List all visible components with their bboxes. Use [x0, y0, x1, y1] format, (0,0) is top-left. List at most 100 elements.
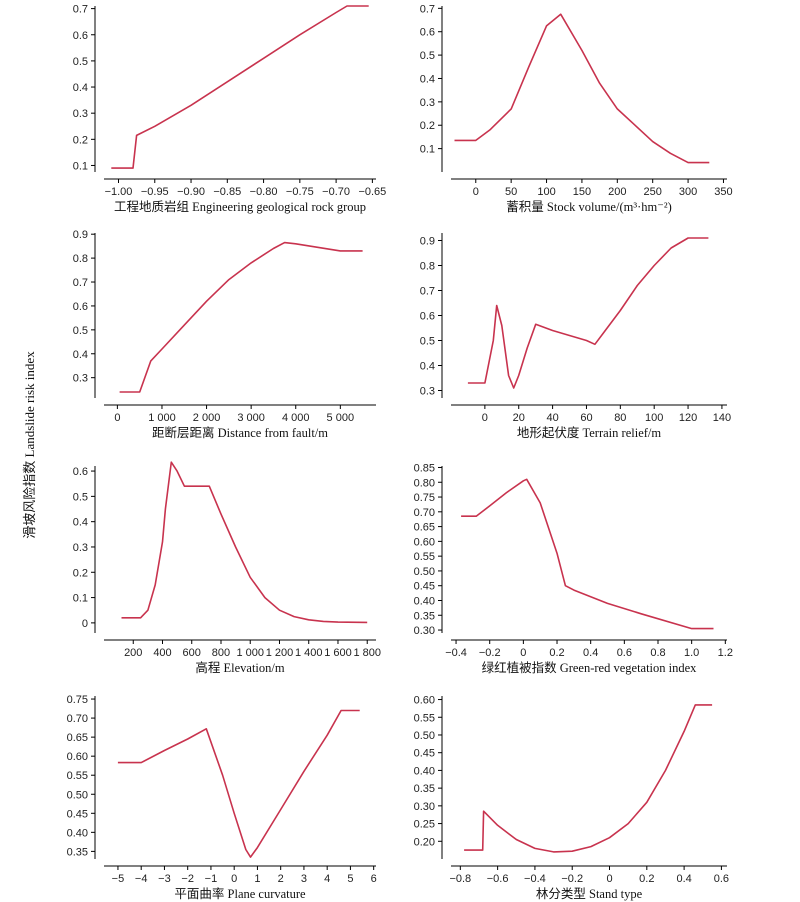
y-tick-label: 0.50 — [67, 789, 88, 801]
shared-y-axis-label: 滑坡风险指数 Landslide risk index — [22, 351, 37, 539]
x-tick-label: 1 800 — [353, 647, 381, 659]
y-tick-label: 0.6 — [73, 301, 88, 313]
x-tick-label: 0 — [482, 412, 488, 424]
y-tick-label: 0.45 — [67, 808, 88, 820]
y-tick-label: 0.60 — [414, 536, 435, 548]
x-tick-label: −0.8 — [449, 873, 471, 885]
x-tick-label: −0.6 — [487, 873, 509, 885]
y-tick-label: 0.30 — [414, 625, 435, 637]
x-tick-label: −0.75 — [286, 186, 314, 198]
x-tick-label: 800 — [212, 647, 230, 659]
series-line — [467, 237, 709, 389]
chart-panel-2: 0 50 100 150 200 250 300 350 0.1 0.2 0.3 0.4 0.5 0.6 0… — [420, 3, 733, 214]
series-line — [117, 709, 360, 858]
y-tick-label: 0.85 — [414, 462, 435, 474]
x-tick-label: 1 000 — [236, 647, 264, 659]
x-tick-label: −0.95 — [141, 186, 169, 198]
x-tick-label: −0.2 — [479, 647, 501, 659]
y-tick-label: 0.5 — [73, 325, 88, 337]
x-tick-label: 1 — [254, 873, 260, 885]
x-tick-label: −0.65 — [358, 186, 386, 198]
x-tick-label: 0.6 — [714, 873, 729, 885]
y-tick-label: 0.40 — [414, 595, 435, 607]
x-tick-label: 250 — [644, 186, 662, 198]
y-tick-label: 0.4 — [420, 361, 435, 373]
y-tick-label: 0.70 — [67, 713, 88, 725]
y-tick-label: 0.3 — [420, 386, 435, 398]
y-tick-label: 0.8 — [73, 253, 88, 265]
x-tick-label: −1.00 — [105, 186, 133, 198]
y-tick-label: 0.45 — [414, 748, 435, 760]
y-tick-label: 0.5 — [73, 491, 88, 503]
x-tick-label: −3 — [158, 873, 171, 885]
x-tick-label: 0 — [231, 873, 237, 885]
panels: −1.00 −0.95 −0.90 −0.85 −0.80 −0.75 −0.70 −0.65… — [67, 3, 733, 901]
y-tick-label: 0.3 — [73, 542, 88, 554]
chart-panel-7: −5 −4 −3 −2 −1 0 1 2 3 4 5 6 0.35 0.40 0.45 0.50 0.55 0.6… — [67, 694, 377, 901]
x-tick-label: 20 — [513, 412, 525, 424]
x-tick-label: −2 — [181, 873, 194, 885]
y-tick-label: 0.7 — [420, 286, 435, 298]
x-axis-label: 地形起伏度 Terrain relief/m — [517, 425, 661, 440]
x-tick-label: 2 — [278, 873, 284, 885]
y-tick-label: 0.1 — [73, 160, 88, 172]
x-tick-label: 40 — [546, 412, 558, 424]
x-tick-label: 120 — [679, 412, 697, 424]
x-tick-label: 6 — [371, 873, 377, 885]
y-tick-label: 0.3 — [73, 108, 88, 120]
y-tick-label: 0.3 — [420, 97, 435, 109]
x-tick-label: −0.2 — [561, 873, 583, 885]
chart-panel-1: −1.00 −0.95 −0.90 −0.85 −0.80 −0.75 −0.70 −0.65… — [73, 4, 387, 214]
y-tick-label: 0.7 — [420, 3, 435, 15]
x-tick-label: 4 — [324, 873, 330, 885]
x-tick-label: 200 — [124, 647, 142, 659]
x-tick-label: 100 — [537, 186, 555, 198]
x-tick-label: 5 000 — [327, 412, 355, 424]
x-tick-label: 60 — [580, 412, 592, 424]
y-tick-label: 0.4 — [73, 517, 88, 529]
y-tick-label: 0.5 — [73, 56, 88, 68]
y-tick-label: 0.2 — [73, 567, 88, 579]
x-axis-label: 平面曲率 Plane curvature — [174, 886, 306, 901]
y-tick-label: 0.4 — [73, 349, 88, 361]
x-axis-label: 距断层距离 Distance from fault/m — [152, 425, 328, 440]
x-tick-label: 0 — [606, 873, 612, 885]
x-tick-label: 0.4 — [676, 873, 691, 885]
chart-panel-3: 0 1 000 2 000 3 000 4 000 5 000 0.3 0.4 0.5 0.6 0.… — [73, 229, 376, 440]
y-tick-label: 0.4 — [420, 73, 435, 85]
y-tick-label: 0.3 — [73, 373, 88, 385]
chart-panel-8: −0.8 −0.6 −0.4 −0.2 0 0.2 0.4 0.6 0.20 0.25 0.30 0.… — [414, 695, 729, 901]
x-tick-label: 100 — [645, 412, 663, 424]
y-tick-label: 0.60 — [414, 695, 435, 707]
y-tick-label: 0.60 — [67, 751, 88, 763]
y-tick-label: 0.6 — [73, 466, 88, 478]
x-tick-label: −0.4 — [524, 873, 546, 885]
x-tick-label: 0 — [114, 412, 120, 424]
x-axis-label: 高程 Elevation/m — [195, 660, 284, 675]
series-line — [461, 478, 714, 630]
y-tick-label: 0.6 — [420, 311, 435, 323]
chart-panel-4: 0 20 40 60 80 100 120 140 0.3 0.4 0.5 0.6 0.7 0.8 0.9 地… — [420, 233, 731, 440]
x-tick-label: −0.4 — [445, 647, 467, 659]
y-tick-label: 0.35 — [67, 846, 88, 858]
series-line — [111, 5, 369, 169]
x-tick-label: 200 — [608, 186, 626, 198]
y-tick-label: 0.1 — [73, 593, 88, 605]
x-tick-label: 150 — [573, 186, 591, 198]
x-tick-label: 3 — [301, 873, 307, 885]
x-axis-label: 林分类型 Stand type — [536, 887, 643, 901]
x-tick-label: 4 000 — [282, 412, 310, 424]
x-tick-label: −0.80 — [250, 186, 278, 198]
x-tick-label: −0.90 — [177, 186, 205, 198]
y-tick-label: 0.9 — [420, 236, 435, 248]
y-tick-label: 0.50 — [414, 730, 435, 742]
y-tick-label: 0.55 — [414, 551, 435, 563]
y-tick-label: 0.65 — [67, 732, 88, 744]
x-tick-label: 0.4 — [583, 647, 598, 659]
x-tick-label: 1 400 — [295, 647, 323, 659]
x-tick-label: 0 — [520, 647, 526, 659]
x-tick-label: 1 200 — [266, 647, 294, 659]
chart-panel-5: 200 400 600 800 1 000 1 200 1 400 1 600 1 800 0 0.… — [73, 461, 381, 675]
x-tick-label: 80 — [614, 412, 626, 424]
y-tick-label: 0.55 — [67, 770, 88, 782]
